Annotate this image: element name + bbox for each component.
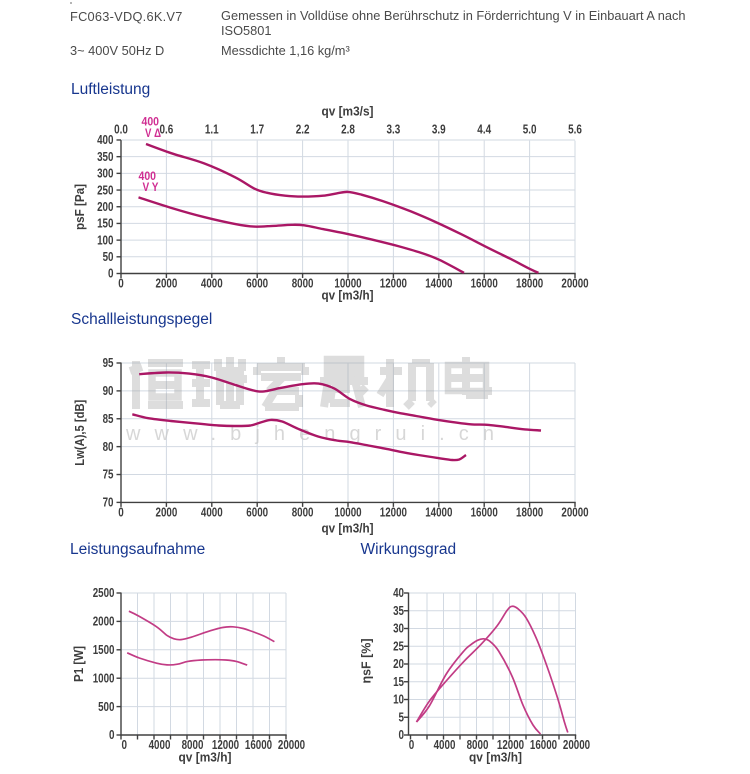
svg-text:0.0: 0.0 [114,123,128,137]
svg-text:12000: 12000 [212,738,239,752]
svg-text:qv [m3/h]: qv [m3/h] [322,288,374,303]
svg-text:3.9: 3.9 [432,123,446,137]
svg-text:0: 0 [118,506,124,520]
svg-text:P1 [W]: P1 [W] [71,646,86,682]
svg-text:300: 300 [97,167,113,181]
svg-text:20: 20 [393,657,404,671]
svg-text:1500: 1500 [93,643,115,657]
svg-text:2000: 2000 [156,277,178,291]
svg-text:20000: 20000 [563,738,590,752]
svg-text:50: 50 [103,250,114,264]
svg-text:500: 500 [98,700,114,714]
svg-text:70: 70 [103,496,114,510]
svg-text:8000: 8000 [467,738,489,752]
svg-text:10: 10 [393,693,404,707]
svg-text:0: 0 [109,728,115,742]
svg-text:5.6: 5.6 [568,123,582,137]
svg-text:2.8: 2.8 [341,123,355,137]
svg-text:4000: 4000 [149,738,171,752]
svg-text:10000: 10000 [334,506,361,520]
svg-text:25: 25 [393,639,404,653]
svg-text:0: 0 [409,738,415,752]
svg-text:5: 5 [399,710,405,724]
svg-text:10000: 10000 [334,277,361,291]
svg-text:2.2: 2.2 [296,123,310,137]
svg-text:18000: 18000 [516,277,543,291]
svg-text:4.4: 4.4 [477,123,491,137]
svg-text:4000: 4000 [201,506,223,520]
svg-text:5.0: 5.0 [523,123,537,137]
svg-text:16000: 16000 [471,277,498,291]
svg-text:2500: 2500 [93,586,115,600]
svg-text:18000: 18000 [516,506,543,520]
svg-text:12000: 12000 [497,738,524,752]
svg-text:6000: 6000 [246,277,268,291]
svg-text:16000: 16000 [245,738,272,752]
svg-text:qv [m3/h]: qv [m3/h] [179,750,232,765]
svg-text:12000: 12000 [380,506,407,520]
svg-text:250: 250 [97,183,113,197]
svg-text:20000: 20000 [561,506,588,520]
svg-text:qv [m3/h]: qv [m3/h] [322,521,374,536]
svg-text:14000: 14000 [425,506,452,520]
svg-text:20000: 20000 [561,277,588,291]
svg-text:100: 100 [97,233,113,247]
svg-text:0: 0 [399,728,405,742]
svg-text:12000: 12000 [380,277,407,291]
svg-text:30: 30 [393,622,404,636]
svg-text:15: 15 [393,675,404,689]
svg-text:20000: 20000 [278,738,305,752]
svg-text:80: 80 [103,440,114,454]
svg-text:0.6: 0.6 [160,123,174,137]
svg-text:95: 95 [103,356,114,370]
svg-text:2000: 2000 [93,615,115,629]
svg-text:0: 0 [108,267,114,281]
svg-text:4000: 4000 [434,738,456,752]
svg-text:psF [Pa]: psF [Pa] [72,184,87,230]
svg-text:1.7: 1.7 [250,123,264,137]
svg-text:0: 0 [122,738,128,752]
svg-text:85: 85 [103,412,114,426]
svg-text:150: 150 [97,217,113,231]
svg-text:V Δ: V Δ [145,126,161,140]
svg-text:75: 75 [103,468,114,482]
svg-text:14000: 14000 [425,277,452,291]
svg-text:1.1: 1.1 [205,123,219,137]
svg-text:ηsF [%]: ηsF [%] [359,639,374,684]
svg-text:40: 40 [393,586,404,600]
svg-text:8000: 8000 [182,738,204,752]
svg-text:350: 350 [97,150,113,164]
svg-text:4000: 4000 [201,277,223,291]
svg-text:90: 90 [103,384,114,398]
svg-text:V Y: V Y [143,180,159,194]
svg-text:400: 400 [142,115,160,129]
svg-text:Lw(A),5 [dB]: Lw(A),5 [dB] [72,400,87,466]
svg-text:1000: 1000 [93,671,115,685]
svg-text:35: 35 [393,604,404,618]
svg-text:16000: 16000 [471,506,498,520]
svg-text:400: 400 [97,133,113,147]
svg-text:2000: 2000 [156,506,178,520]
svg-text:8000: 8000 [292,506,314,520]
svg-text:qv [m3/s]: qv [m3/s] [322,104,374,119]
svg-text:200: 200 [97,200,113,214]
svg-text:16000: 16000 [530,738,557,752]
svg-text:qv [m3/h]: qv [m3/h] [469,750,522,765]
svg-text:6000: 6000 [246,506,268,520]
svg-text:0: 0 [118,277,124,291]
svg-text:400: 400 [139,169,157,183]
svg-text:3.3: 3.3 [387,123,401,137]
svg-text:8000: 8000 [292,277,314,291]
